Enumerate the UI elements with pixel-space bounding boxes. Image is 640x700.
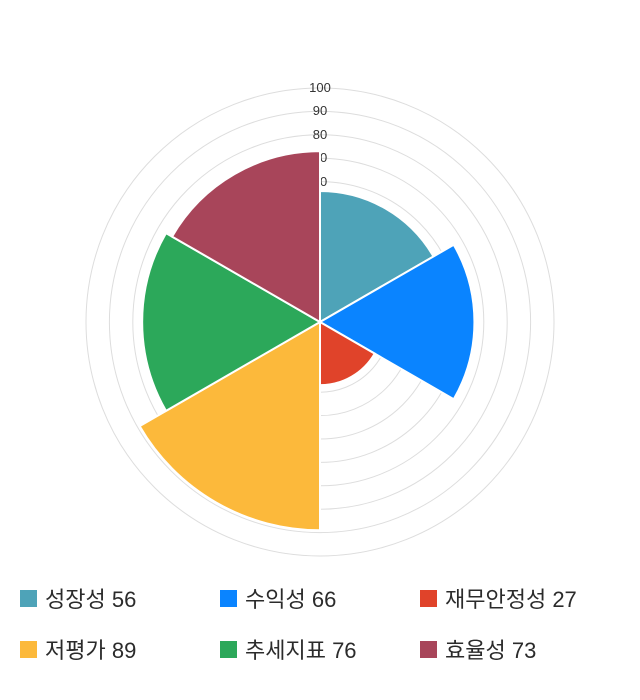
svg-text:90: 90 <box>313 103 327 118</box>
svg-text:80: 80 <box>313 127 327 142</box>
svg-text:100: 100 <box>309 80 331 95</box>
